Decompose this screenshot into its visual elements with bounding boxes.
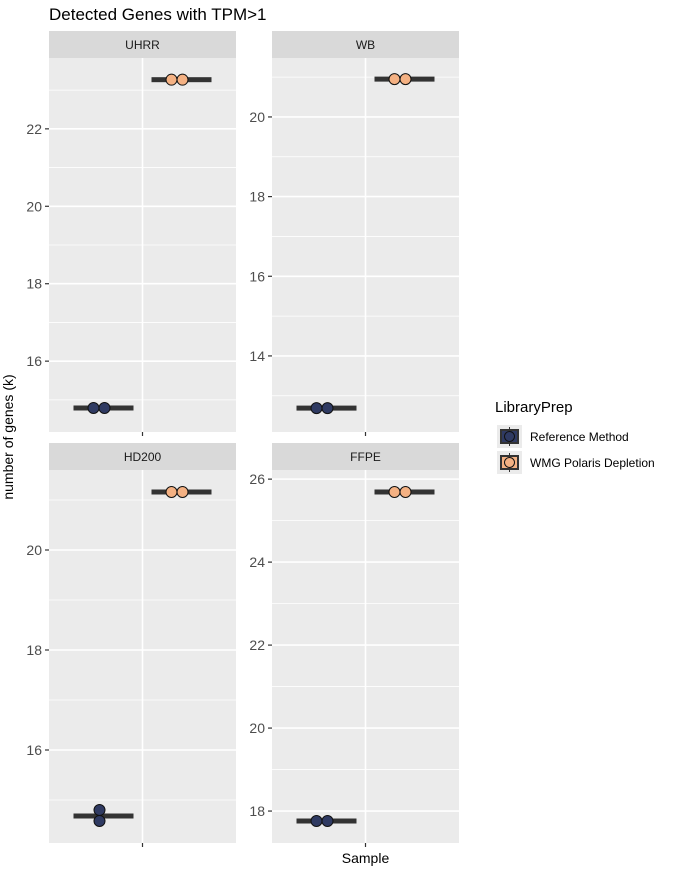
- y-tick-label: 20: [249, 720, 265, 736]
- facet-strip-label: FFPE: [350, 450, 381, 464]
- facet-panel-uhrr: UHRR 16 18 20 22: [26, 31, 236, 436]
- data-point: [165, 486, 178, 498]
- legend-key-point: [504, 431, 515, 442]
- data-point: [176, 73, 189, 86]
- y-tick-label: 18: [26, 642, 42, 658]
- facet-strip: [49, 31, 236, 58]
- median-crossbar: [73, 813, 134, 819]
- y-tick-label: 22: [249, 637, 265, 653]
- facet-strip-label: WB: [356, 38, 375, 52]
- facet-strip: [272, 443, 459, 470]
- facet-strip-label: HD200: [124, 450, 162, 464]
- data-point: [388, 485, 401, 498]
- y-tick-label: 26: [249, 471, 265, 487]
- y-tick-label: 18: [249, 189, 265, 205]
- facet-strip: [49, 443, 236, 470]
- facet-panel-hd200: HD200 16 18 20: [26, 443, 236, 847]
- y-tick-label: 20: [26, 542, 42, 558]
- data-point: [98, 401, 111, 414]
- data-point: [176, 486, 189, 498]
- data-point: [388, 73, 401, 86]
- data-point: [399, 73, 412, 86]
- y-tick-label: 16: [26, 742, 42, 758]
- x-axis-label: Sample: [342, 850, 390, 866]
- y-tick-label: 20: [249, 109, 265, 125]
- y-tick-label: 22: [26, 121, 42, 137]
- data-point: [321, 815, 334, 828]
- legend-label-reference-method: Reference Method: [530, 430, 629, 444]
- y-tick-label: 20: [26, 198, 42, 214]
- data-point: [87, 401, 100, 414]
- data-point: [93, 815, 106, 827]
- data-point: [93, 804, 106, 816]
- y-tick-label: 18: [26, 276, 42, 292]
- data-point: [321, 402, 334, 415]
- legend: LibraryPrep Reference Method WMG Polaris…: [495, 399, 655, 474]
- y-tick-label: 16: [249, 268, 265, 284]
- y-tick-label: 14: [249, 348, 265, 364]
- y-tick-label: 16: [26, 353, 42, 369]
- facet-panel-ffpe: FFPE 18 20 22 24 26: [249, 443, 459, 847]
- legend-title: LibraryPrep: [495, 399, 573, 416]
- legend-key-point: [504, 457, 515, 468]
- legend-label-wmg-polaris-depletion: WMG Polaris Depletion: [530, 456, 655, 470]
- data-point: [310, 815, 323, 828]
- facet-panel-wb: WB 14 16 18 20: [249, 31, 459, 436]
- y-axis-label: number of genes (k): [0, 374, 16, 499]
- data-point: [310, 402, 323, 415]
- y-tick-label: 24: [249, 554, 265, 570]
- data-point: [399, 485, 412, 498]
- chart-title: Detected Genes with TPM>1: [49, 5, 267, 24]
- data-point: [165, 73, 178, 86]
- y-tick-label: 18: [249, 803, 265, 819]
- facet-strip: [272, 31, 459, 58]
- facet-strip-label: UHRR: [125, 38, 160, 52]
